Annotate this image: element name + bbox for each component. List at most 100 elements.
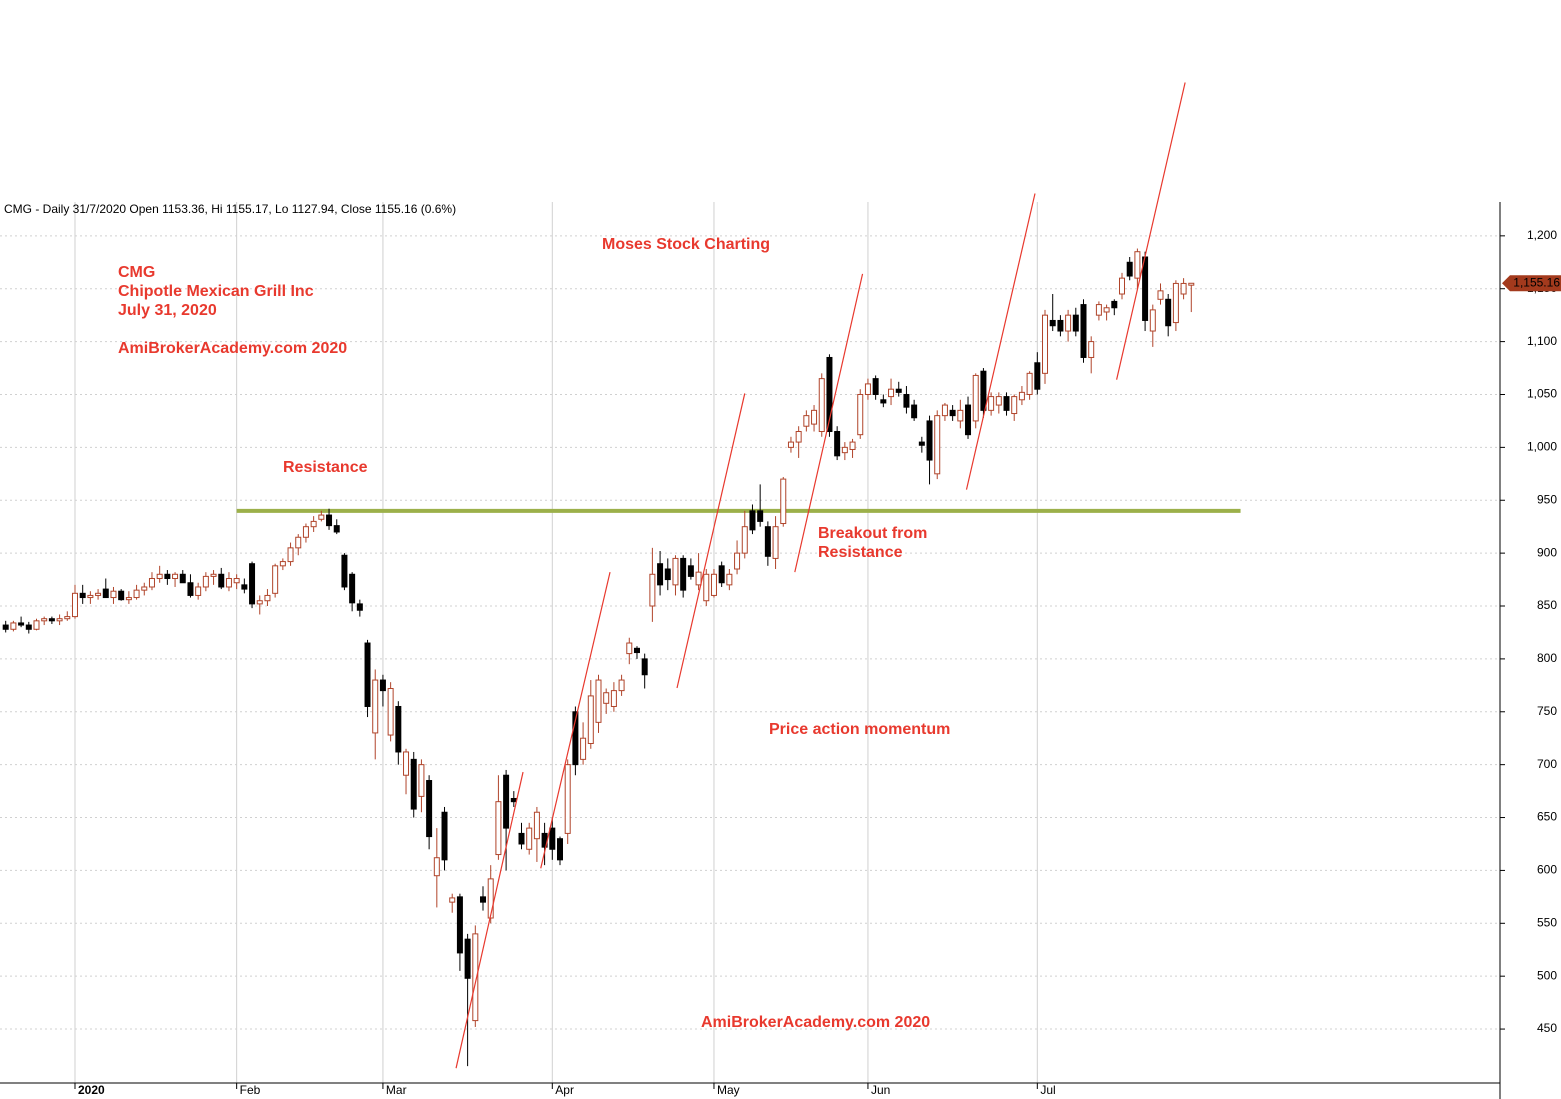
candle-body: [202, 575, 209, 588]
candle-body: [187, 582, 194, 596]
candle-body: [1165, 298, 1172, 327]
y-tick-label: 450: [1537, 1021, 1557, 1035]
candle-body: [526, 827, 533, 850]
candle-body: [1149, 309, 1156, 332]
candle-body: [387, 688, 394, 736]
candle-body: [179, 573, 186, 584]
candle-body: [1103, 307, 1110, 313]
candle-body: [272, 565, 279, 594]
candle-body: [672, 557, 679, 586]
annotation: Moses Stock Charting: [602, 236, 770, 253]
annotation: Resistance: [283, 459, 368, 476]
candle-body: [241, 584, 248, 590]
candle-body: [1049, 319, 1056, 327]
candle-body: [965, 404, 972, 436]
candle-body: [1088, 341, 1095, 358]
candle-body: [456, 896, 463, 954]
candle-body: [426, 780, 433, 838]
candle-body: [418, 764, 425, 797]
candle-body: [264, 594, 271, 602]
candle-body: [849, 441, 856, 450]
chart-header: CMG - Daily 31/7/2020 Open 1153.36, Hi 1…: [4, 202, 456, 216]
candle-body: [164, 573, 171, 580]
candle-body: [587, 695, 594, 745]
candle-body: [972, 374, 979, 422]
candle-body: [310, 520, 317, 528]
candle-body: [764, 526, 771, 557]
candle-body: [664, 568, 671, 581]
candle-body: [787, 441, 794, 448]
y-tick-label: 650: [1537, 810, 1557, 824]
candle-body: [741, 526, 748, 554]
candle-body: [249, 563, 256, 605]
candle-body: [110, 590, 117, 599]
candle-body: [649, 573, 656, 607]
candle-body: [233, 578, 240, 584]
x-tick-label: Jun: [871, 1083, 890, 1097]
candle-body: [749, 510, 756, 531]
candle-body: [56, 618, 63, 622]
candle-body: [610, 690, 617, 707]
candle-body: [533, 811, 540, 840]
candle-body: [79, 592, 86, 599]
y-tick-label: 1,000: [1527, 440, 1557, 454]
candle-body: [379, 679, 386, 692]
candle-body: [64, 616, 71, 620]
candle-body: [941, 404, 948, 417]
annotation: Price action momentum: [769, 721, 950, 738]
candle-body: [102, 588, 109, 599]
candle-body: [480, 896, 487, 903]
last-price-label: 1,155.16: [1513, 275, 1560, 289]
y-tick-label: 750: [1537, 704, 1557, 718]
candle-body: [710, 573, 717, 596]
candle-body: [572, 711, 579, 766]
trend-line: [455, 771, 524, 1069]
candle-body: [1057, 319, 1064, 332]
candle-body: [403, 751, 410, 776]
candle-body: [988, 396, 995, 411]
y-tick-label: 800: [1537, 651, 1557, 665]
trend-line: [1116, 82, 1186, 380]
annotation: Breakout from: [818, 525, 927, 542]
candle-body: [133, 589, 140, 599]
candle-body: [1003, 396, 1010, 411]
candle-body: [780, 478, 787, 525]
candle-body: [757, 510, 764, 522]
candle-body: [141, 586, 148, 591]
candle-body: [580, 737, 587, 760]
candle-body: [25, 624, 32, 630]
candle-body: [495, 801, 502, 856]
x-tick-label: Jul: [1040, 1083, 1055, 1097]
candle-body: [18, 622, 25, 626]
candle-body: [1111, 300, 1118, 309]
trend-line: [794, 273, 864, 573]
candle-body: [1011, 396, 1018, 415]
candle-body: [218, 573, 225, 588]
candle-body: [518, 832, 525, 845]
y-tick-label: 1,050: [1527, 387, 1557, 401]
candle-body: [826, 356, 833, 433]
candle-body: [318, 514, 325, 520]
candle-body: [1188, 282, 1195, 286]
candle-body: [148, 578, 155, 588]
trend-line: [965, 193, 1036, 490]
candle-body: [510, 797, 517, 803]
candle-body: [48, 618, 55, 622]
candle-body: [949, 409, 956, 417]
trend-line: [540, 572, 611, 869]
candle-body: [872, 378, 879, 395]
candle-body: [372, 679, 379, 734]
candle-body: [341, 554, 348, 588]
trend-line: [676, 393, 746, 689]
candle-body: [1142, 256, 1149, 321]
title-line: July 31, 2020: [118, 302, 217, 319]
candle-body: [803, 415, 810, 427]
candle-body: [449, 897, 456, 903]
candle-body: [957, 409, 964, 422]
candle-body: [1126, 261, 1133, 277]
candle-body: [503, 774, 510, 829]
candle-body: [680, 557, 687, 591]
candle-body: [1026, 372, 1033, 395]
candle-body: [2, 624, 9, 630]
